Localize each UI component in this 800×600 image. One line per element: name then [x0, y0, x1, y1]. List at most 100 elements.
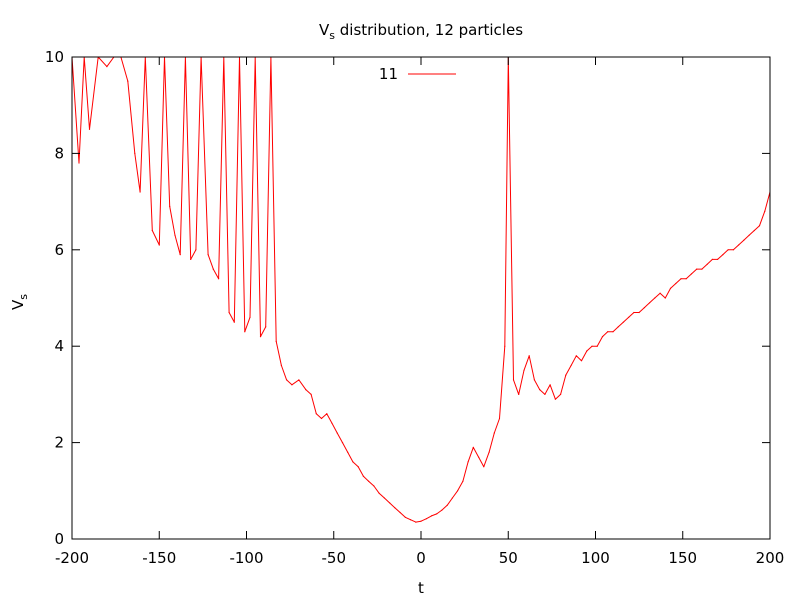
data-point — [106, 66, 108, 68]
data-point — [331, 422, 333, 424]
data-point — [310, 393, 312, 395]
data-point — [738, 244, 740, 246]
data-point — [472, 446, 474, 448]
data-point — [190, 258, 192, 260]
data-point — [575, 355, 577, 357]
data-point — [586, 350, 588, 352]
data-point — [504, 345, 506, 347]
x-tick-label: 100 — [581, 549, 610, 567]
data-point — [420, 520, 422, 522]
data-point — [696, 268, 698, 270]
data-point — [722, 254, 724, 256]
data-point — [549, 384, 551, 386]
data-point — [134, 152, 136, 154]
data-point — [753, 229, 755, 232]
data-point — [315, 413, 317, 415]
data-point — [528, 355, 530, 357]
data-point — [347, 451, 349, 453]
data-point — [565, 374, 567, 376]
data-point — [685, 278, 687, 280]
data-point — [298, 379, 300, 381]
data-point — [457, 490, 459, 492]
data-point — [654, 297, 656, 299]
data-point — [483, 466, 485, 468]
data-point — [244, 331, 246, 333]
data-point — [275, 340, 277, 342]
data-point — [265, 326, 267, 328]
data-point — [675, 282, 677, 285]
data-point — [174, 234, 176, 236]
y-tick-label: 0 — [54, 530, 64, 548]
legend: 11 — [379, 65, 456, 83]
data-point — [596, 345, 598, 347]
data-point — [701, 268, 703, 270]
data-point — [362, 475, 364, 477]
data-point — [249, 316, 251, 318]
data-point — [643, 307, 646, 309]
data-point — [649, 302, 651, 304]
data-point — [711, 258, 714, 260]
data-point — [280, 364, 282, 367]
data-point — [451, 497, 453, 499]
data-point — [732, 249, 735, 251]
data-point — [151, 229, 153, 232]
data-point — [218, 278, 220, 280]
data-point — [523, 369, 525, 371]
y-tick-label: 4 — [54, 337, 64, 355]
data-point — [570, 364, 572, 367]
data-point — [467, 461, 469, 463]
x-tick-label: -150 — [142, 549, 176, 567]
chart-title: Vs distribution, 12 particles — [319, 21, 523, 42]
y-tick-label: 10 — [45, 48, 64, 66]
data-point — [409, 519, 412, 521]
data-point — [441, 509, 443, 511]
data-point — [664, 297, 666, 299]
y-tick-label: 6 — [54, 241, 64, 259]
data-point — [228, 311, 230, 314]
data-point — [518, 393, 520, 395]
data-point — [607, 331, 609, 333]
data-point — [706, 263, 708, 265]
y-tick-label: 8 — [54, 144, 64, 162]
data-point — [233, 321, 235, 323]
x-axis-label: t — [418, 579, 424, 597]
data-point — [669, 287, 672, 289]
data-point — [127, 80, 129, 82]
data-point — [378, 492, 380, 494]
data-point — [389, 502, 391, 504]
data-point — [336, 432, 338, 434]
data-point — [478, 456, 480, 458]
x-tick-label: -100 — [229, 549, 263, 567]
data-point — [512, 379, 515, 381]
y-tick-label: 2 — [54, 434, 64, 452]
data-point — [493, 432, 495, 434]
data-point — [462, 480, 464, 482]
data-point — [727, 249, 729, 251]
data-point — [326, 413, 328, 415]
data-point — [207, 254, 209, 256]
data-point — [195, 249, 197, 251]
y-axis-label: Vs — [9, 294, 30, 310]
data-point — [680, 278, 682, 280]
data-point — [88, 128, 91, 130]
x-tick-label: 0 — [416, 549, 426, 567]
x-tick-label: -50 — [322, 549, 347, 567]
data-point — [758, 225, 761, 227]
data-point — [368, 480, 370, 482]
data-point — [158, 244, 160, 246]
data-point — [341, 442, 344, 444]
x-tick-label: 150 — [668, 549, 697, 567]
data-point — [404, 516, 406, 518]
data-point — [179, 254, 181, 256]
data-point — [622, 321, 625, 323]
data-point — [764, 210, 766, 212]
data-point — [373, 485, 375, 487]
data-point — [498, 417, 501, 420]
data-point — [633, 311, 635, 314]
data-point — [352, 461, 354, 463]
data-point — [544, 393, 546, 395]
data-point — [212, 268, 214, 270]
data-point — [394, 507, 396, 509]
